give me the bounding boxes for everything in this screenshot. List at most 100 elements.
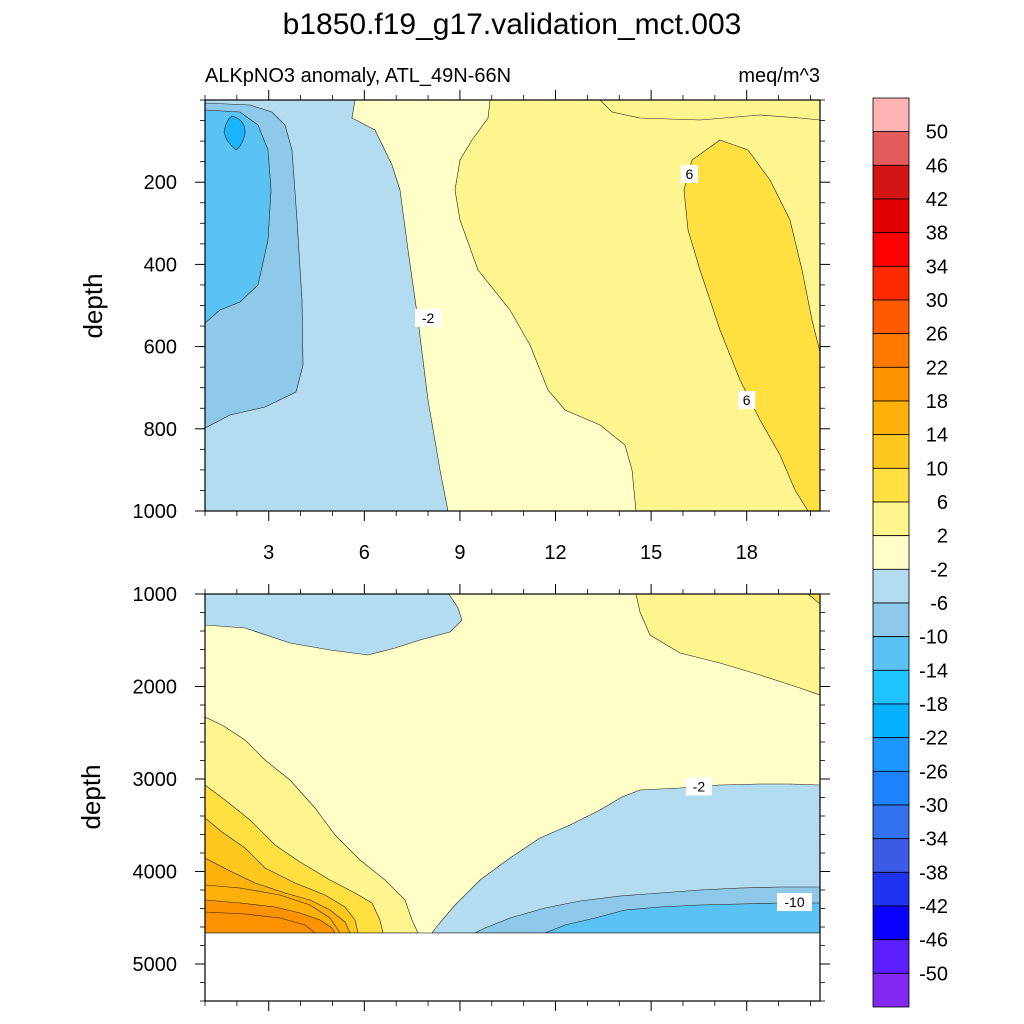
colorbar-swatch bbox=[872, 804, 910, 840]
x-tick-label: 9 bbox=[454, 542, 465, 564]
y-tick-label: 4000 bbox=[133, 862, 178, 884]
colorbar-swatch bbox=[872, 770, 910, 806]
y-tick-label: 200 bbox=[144, 172, 177, 194]
colorbar-swatch bbox=[872, 366, 910, 402]
colorbar-swatch bbox=[872, 939, 910, 974]
contour-label-text: 6 bbox=[685, 166, 693, 182]
lower-axes: 1000 2000 3000 4000 5000 bbox=[133, 584, 830, 1011]
colorbar-label: 30 bbox=[926, 290, 948, 312]
figure-subtitle-right: meq/m^3 bbox=[738, 65, 820, 87]
upper-axes: 3 6 9 12 15 18 200 400 600 800 1000 bbox=[133, 90, 830, 564]
colorbar-label: -34 bbox=[919, 829, 948, 851]
colorbar-swatch bbox=[872, 299, 910, 335]
x-tick-label: 12 bbox=[544, 542, 566, 564]
colorbar-swatch bbox=[872, 434, 910, 469]
x-tick-label: 18 bbox=[736, 542, 758, 564]
x-tick-label: 3 bbox=[263, 542, 274, 564]
upper-region-minus14 bbox=[205, 109, 272, 324]
upper-panel bbox=[205, 100, 820, 511]
colorbar-swatch bbox=[872, 265, 910, 301]
colorbar-label: 26 bbox=[926, 324, 948, 346]
upper-ylabel: depth bbox=[78, 273, 108, 338]
y-tick-label: 400 bbox=[144, 254, 177, 276]
colorbar-label: -18 bbox=[919, 694, 948, 716]
colorbar-label: -46 bbox=[919, 930, 948, 952]
colorbar-label: -10 bbox=[919, 627, 948, 649]
colorbar-swatch bbox=[872, 131, 910, 166]
contour-label-box bbox=[415, 308, 442, 327]
contour-label: 6 bbox=[680, 164, 698, 183]
colorbar-swatch bbox=[872, 535, 910, 570]
colorbar-label: -26 bbox=[919, 761, 948, 783]
colorbar-label: 38 bbox=[926, 223, 948, 245]
upper-region-minus18 bbox=[223, 115, 246, 151]
x-tick-label: 6 bbox=[359, 542, 370, 564]
colorbar-swatch bbox=[872, 636, 910, 671]
colorbar-swatch bbox=[872, 838, 910, 873]
colorbar-swatch bbox=[872, 669, 910, 705]
colorbar-label: 46 bbox=[926, 155, 948, 177]
lower-contour-line-a bbox=[205, 884, 341, 933]
colorbar-label: -42 bbox=[919, 896, 948, 918]
upper-region-plus6 bbox=[683, 139, 820, 511]
contour-label-box bbox=[680, 164, 698, 183]
colorbar-label: 50 bbox=[926, 122, 948, 144]
colorbar-swatch bbox=[872, 467, 910, 503]
colorbar-swatch bbox=[872, 164, 910, 200]
colorbar-swatch bbox=[872, 737, 910, 772]
colorbar-swatch bbox=[872, 400, 910, 436]
colorbar-label: 2 bbox=[937, 526, 948, 548]
colorbar-label: -6 bbox=[930, 593, 948, 615]
colorbar-swatch bbox=[872, 501, 910, 537]
colorbar-swatch bbox=[872, 333, 910, 368]
y-tick-label: 2000 bbox=[133, 677, 178, 699]
y-tick-label: 5000 bbox=[133, 954, 178, 976]
upper-contour-labels: -2 6 6 bbox=[415, 164, 756, 410]
contour-label-box bbox=[685, 777, 712, 796]
colorbar-label: -38 bbox=[919, 862, 948, 884]
lower-ylabel: depth bbox=[76, 764, 106, 829]
contour-label-text: 6 bbox=[743, 392, 751, 408]
contour-label: -2 bbox=[685, 777, 712, 796]
y-tick-label: 3000 bbox=[133, 769, 178, 791]
colorbar-swatch bbox=[872, 703, 910, 739]
lower-contour-line-b bbox=[205, 911, 316, 933]
colorbar-label: 42 bbox=[926, 189, 948, 211]
contour-label: -10 bbox=[777, 893, 813, 912]
colorbar-swatch bbox=[872, 232, 910, 267]
colorbar-swatch bbox=[872, 198, 910, 234]
colorbar-swatch bbox=[872, 602, 910, 638]
colorbar-swatch bbox=[872, 568, 910, 604]
y-tick-label: 1000 bbox=[133, 501, 178, 523]
y-tick-label: 800 bbox=[144, 419, 177, 441]
y-tick-label: 600 bbox=[144, 337, 177, 359]
colorbar-label: 6 bbox=[937, 492, 948, 514]
colorbar-label: 18 bbox=[926, 391, 948, 413]
lower-panel bbox=[205, 594, 820, 933]
colorbar-swatch bbox=[872, 97, 910, 133]
lower-contour-labels: -2 -10 bbox=[685, 777, 813, 912]
colorbar: 50 46 42 38 34 30 26 22 18 14 10 6 2 -2 -6 -10 -14 -18 -22… bbox=[872, 97, 948, 1008]
colorbar-label: -14 bbox=[919, 660, 948, 682]
figure-subtitle-left: ALKpNO3 anomaly, ATL_49N-66N bbox=[205, 65, 511, 87]
contour-label: -2 bbox=[415, 308, 442, 327]
contour-label-text: -2 bbox=[693, 778, 706, 794]
lower-no-data-area bbox=[205, 933, 820, 1001]
colorbar-swatch bbox=[872, 905, 910, 941]
colorbar-swatch bbox=[872, 972, 910, 1008]
lower-region-minus6-top bbox=[205, 594, 463, 656]
figure-title: b1850.f19_g17.validation_mct.003 bbox=[283, 8, 742, 41]
colorbar-label: -2 bbox=[930, 559, 948, 581]
colorbar-label: -50 bbox=[919, 963, 948, 985]
contour-label-text: -10 bbox=[784, 894, 804, 910]
colorbar-label: 22 bbox=[926, 357, 948, 379]
lower-region-plus18-left bbox=[205, 899, 336, 933]
lower-region-plus6-corner bbox=[807, 594, 820, 605]
upper-region-plus2-bump bbox=[599, 100, 820, 121]
contour-label: 6 bbox=[738, 391, 756, 410]
colorbar-label: -22 bbox=[919, 728, 948, 750]
contour-label-text: -2 bbox=[422, 310, 435, 326]
y-tick-label: 1000 bbox=[133, 584, 178, 606]
x-tick-label: 15 bbox=[640, 542, 662, 564]
